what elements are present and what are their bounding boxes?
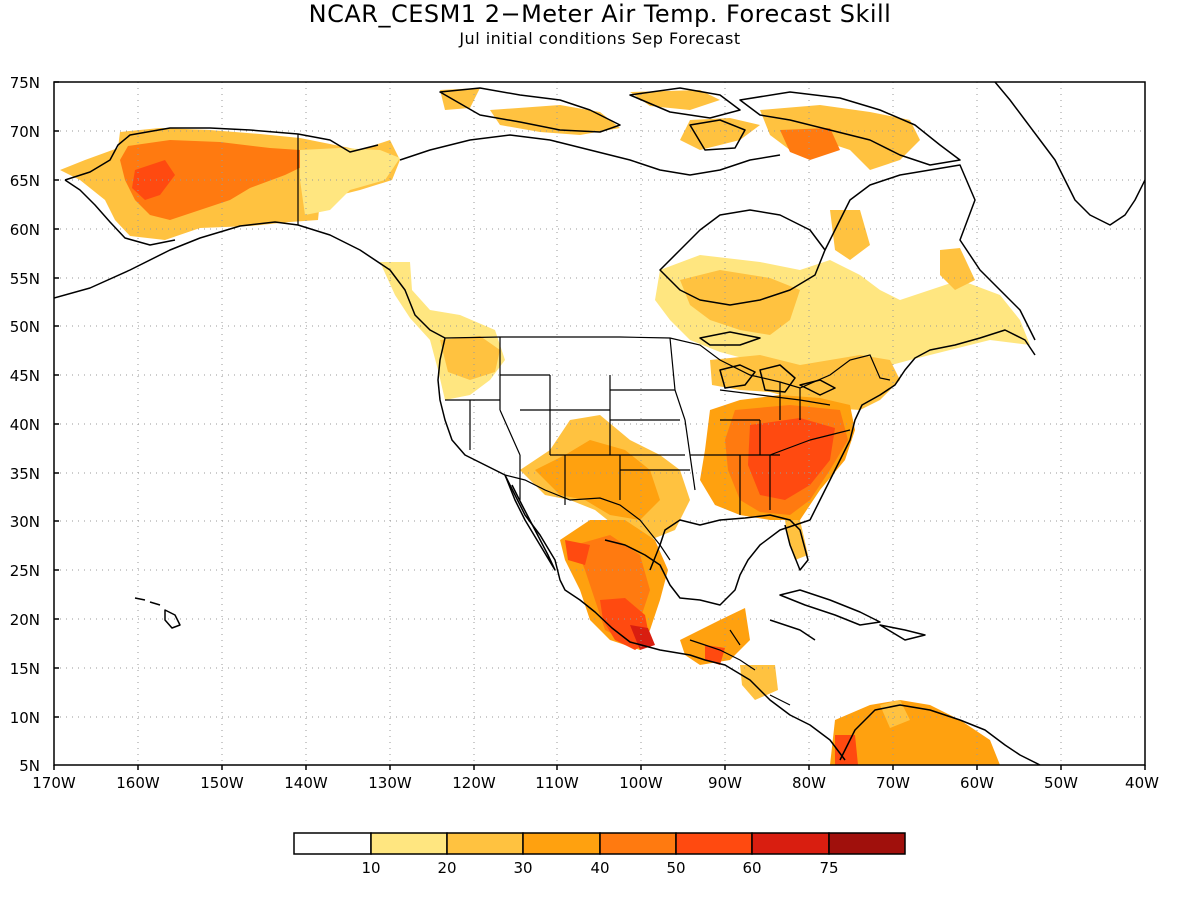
lon-label: 80W [792,774,826,792]
lat-label: 60N [10,221,40,239]
coastline-arctic-islands [439,87,961,166]
skill-region-pnw-inner [440,336,500,380]
lon-label: 140W [284,774,328,792]
skill-region-mexico-peak [630,625,655,650]
coastline-labrador [824,164,1036,341]
skill-region-arctic [440,88,920,170]
lon-label: 90W [708,774,742,792]
skill-region-ontario [680,270,800,335]
coastline-alaska-north [64,127,379,181]
colorbar-label: 20 [437,859,456,877]
lat-label: 75N [10,74,40,92]
colorbar-swatch [828,832,906,855]
lat-label: 40N [10,416,40,434]
colorbar-swatch [446,832,524,855]
coastline-canada-north [399,134,781,176]
lat-label: 55N [10,270,40,288]
lon-label: 130W [368,774,412,792]
skill-region-alaska-hot [132,160,175,200]
colorbar-swatch [751,832,830,855]
border-us-canada [444,336,891,389]
colorbar-swatch [370,832,448,855]
lat-label: 45N [10,367,40,385]
political-borders [297,134,891,706]
coastline-west-us [437,337,846,761]
lat-label: 5N [19,757,40,775]
colorbar-swatch [522,832,601,855]
coastline-gulf [604,519,811,606]
lon-label: 100W [619,774,663,792]
skill-region-central-america [680,608,750,665]
skill-region-mexico-hot [565,540,650,650]
skill-region-northeast [710,355,900,410]
colorbar-label: 10 [361,859,380,877]
skill-region-south-america [830,700,1000,765]
lon-label: 170W [32,774,76,792]
colorbar-swatch [293,832,372,855]
coastline-south-america [839,704,1041,765]
map-subtitle: Jul initial conditions Sep Forecast [458,29,740,48]
lat-label: 70N [10,123,40,141]
tick-marks [53,81,1146,770]
coastline-hawaii [134,597,181,629]
colorbar-label: 40 [590,859,609,877]
coastline-greenland [994,82,1145,226]
skill-region-southwest-core [535,440,660,520]
longitude-labels: 170W 160W 150W 140W 130W 120W 110W 100W … [32,774,1159,792]
lat-label: 15N [10,660,40,678]
colorbar-label: 50 [666,859,685,877]
coastline-baja [504,474,556,571]
latitude-labels: 75N 70N 65N 60N 55N 50N 45N 40N 35N 30N … [10,74,40,775]
colorbar: 10 20 30 40 50 60 75 [293,832,906,877]
skill-region-southeast-hot [748,418,835,500]
coastline-east-us [809,329,1036,521]
lat-label: 25N [10,562,40,580]
colorbar-label: 75 [819,859,838,877]
border-us-mexico [504,474,671,561]
map-title: NCAR_CESM1 2−Meter Air Temp. Forecast Sk… [309,0,892,28]
coastline-alaska-west [64,179,176,246]
lat-label: 30N [10,513,40,531]
coastline-gulf-north [649,514,809,571]
colorbar-swatch [675,832,753,855]
skill-region-south-america-hot [835,735,858,765]
lon-label: 120W [452,774,496,792]
skill-region-labrador [830,210,975,290]
coastline-alaska [54,221,446,339]
colorbar-swatch [599,832,677,855]
skill-region-arctic-hot [780,128,840,160]
border-central-america [689,629,791,706]
lon-label: 40W [1125,774,1159,792]
lon-label: 70W [876,774,910,792]
lat-label: 65N [10,172,40,190]
lat-label: 20N [10,611,40,629]
state-borders [445,337,851,515]
skill-region-yukon [300,148,400,215]
lon-label: 110W [535,774,579,792]
lat-label: 10N [10,709,40,727]
lon-label: 160W [116,774,160,792]
lon-label: 50W [1044,774,1078,792]
lon-label: 150W [200,774,244,792]
coastline-caribbean [769,589,926,641]
skill-region-florida [785,520,808,560]
colorbar-label: 60 [742,859,761,877]
lat-label: 35N [10,465,40,483]
colorbar-label: 30 [513,859,532,877]
shaded-skill-regions [60,88,1030,765]
skill-region-honduras [740,665,778,700]
lon-label: 60W [960,774,994,792]
lat-label: 50N [10,318,40,336]
